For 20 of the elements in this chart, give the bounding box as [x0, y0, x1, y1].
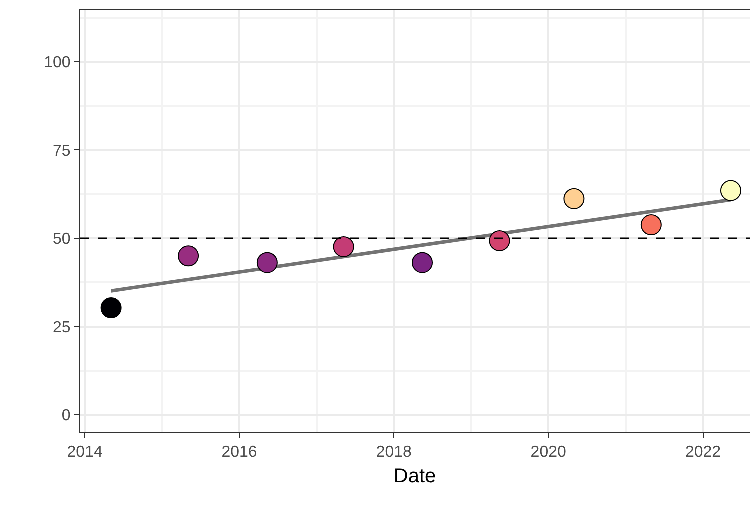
- x-tick-label: 2018: [376, 444, 412, 462]
- y-tick-label: 50: [53, 231, 71, 248]
- x-tick-label: 2014: [67, 444, 103, 462]
- point: [100, 298, 122, 319]
- point: [489, 230, 510, 252]
- point: [178, 246, 200, 267]
- x-axis-title: Date: [394, 466, 436, 488]
- point: [640, 214, 662, 236]
- point: [564, 188, 585, 210]
- x-tick-label: 2016: [222, 444, 258, 462]
- x-tick-label: 2020: [530, 444, 566, 462]
- point: [720, 180, 742, 202]
- point: [412, 252, 434, 274]
- point: [333, 236, 354, 258]
- y-tick-label: 0: [62, 408, 71, 425]
- y-tick-label: 75: [53, 142, 71, 160]
- point: [256, 252, 278, 274]
- x-tick-label: 2022: [685, 444, 722, 462]
- y-tick-label: 100: [44, 54, 71, 72]
- y-tick-label: 25: [53, 319, 71, 336]
